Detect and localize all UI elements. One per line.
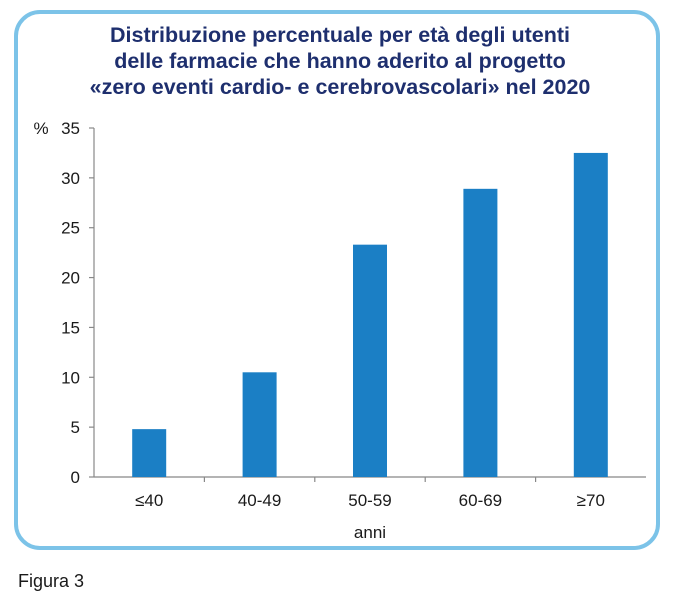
y-tick-label: 5 — [71, 418, 80, 437]
x-tick-label: 40-49 — [238, 491, 281, 510]
x-tick-label: ≤40 — [135, 491, 163, 510]
bar-1 — [132, 429, 167, 477]
y-axis-label: % — [33, 119, 48, 138]
y-tick-label: 10 — [61, 368, 80, 387]
chart-title: Distribuzione percentuale per età degli … — [30, 22, 650, 100]
figure-caption: Figura 3 — [18, 571, 85, 591]
chart-frame — [14, 10, 660, 550]
y-tick-labels: 0 5 10 15 20 25 30 35 — [61, 119, 80, 487]
bars — [132, 152, 608, 477]
y-tick-label: 25 — [61, 219, 80, 238]
chart-title-line-1: Distribuzione percentuale per età degli … — [110, 23, 570, 47]
y-tick-label: 30 — [61, 169, 80, 188]
bar-5 — [573, 152, 608, 477]
y-tick-label: 15 — [61, 318, 80, 337]
x-tick-label: 50-59 — [348, 491, 391, 510]
x-axis-label: anni — [354, 523, 386, 542]
y-axis — [89, 127, 95, 478]
y-tick-label: 20 — [61, 269, 80, 288]
chart-title-line-2: delle farmacie che hanno aderito al prog… — [114, 49, 566, 73]
bar-2 — [242, 372, 277, 477]
x-tick-label: 60-69 — [459, 491, 502, 510]
y-tick-label: 0 — [71, 468, 80, 487]
chart-title-line-3: «zero eventi cardio- e cerebrovascolari»… — [89, 75, 591, 99]
bar-3 — [353, 244, 387, 477]
bar-4 — [463, 188, 498, 477]
x-axis — [94, 476, 646, 482]
y-tick-label: 35 — [61, 119, 80, 138]
x-tick-label: ≥70 — [577, 491, 605, 510]
x-tick-labels: ≤40 40-49 50-59 60-69 ≥70 — [135, 491, 605, 510]
